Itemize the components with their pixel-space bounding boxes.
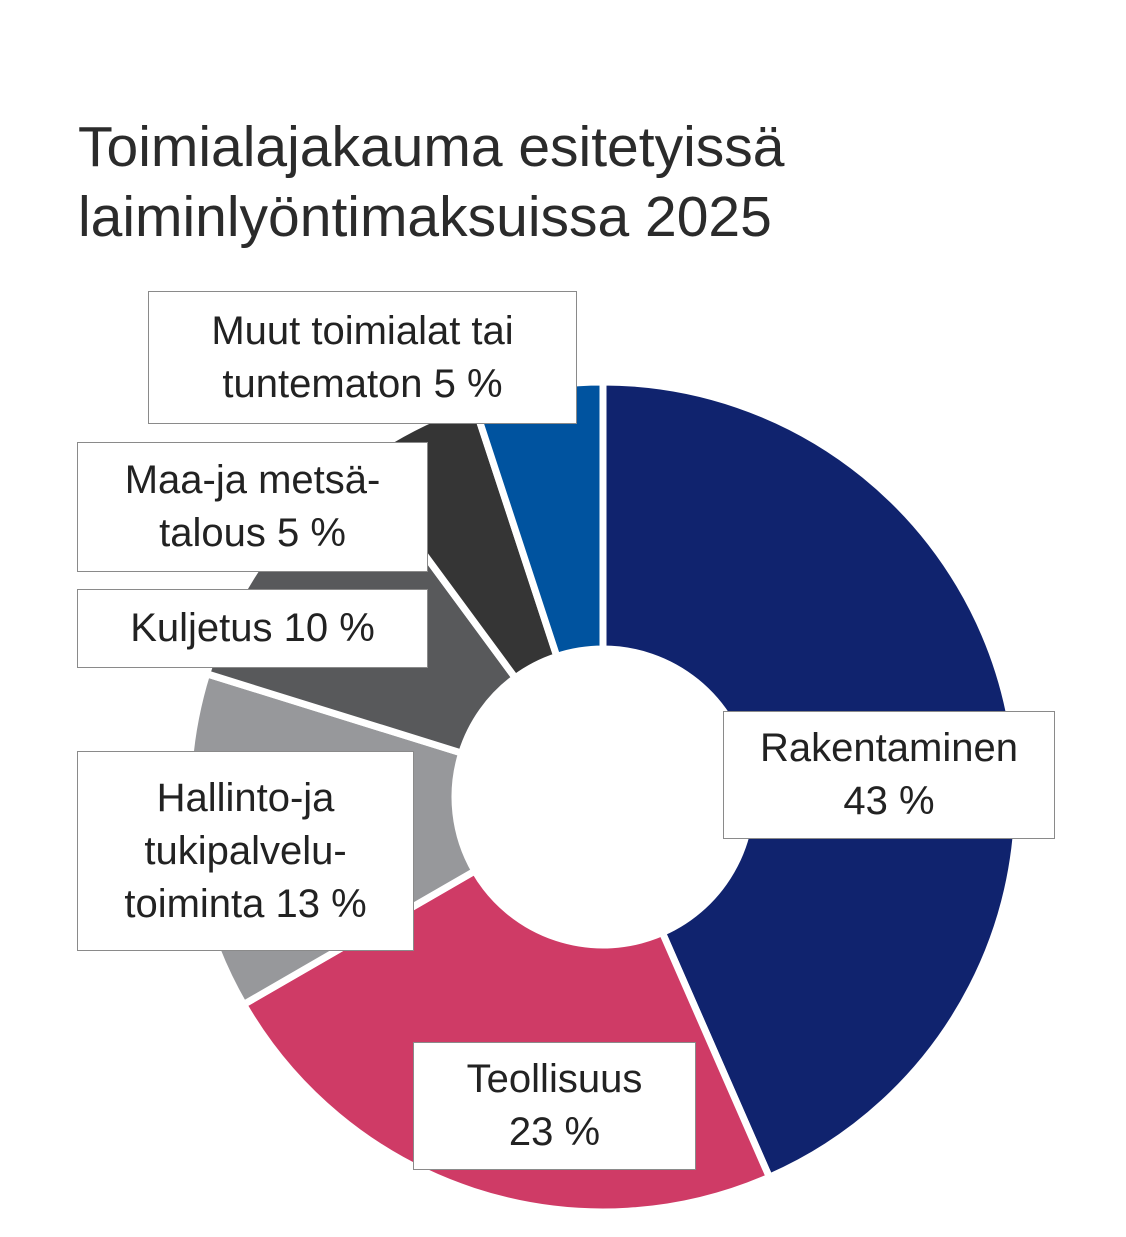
slice-label-rakentaminen: Rakentaminen 43 % (723, 711, 1055, 839)
slice-label-line: Hallinto-ja (156, 775, 335, 820)
slice-label-line: 23 % (508, 1110, 601, 1154)
slice-label-teollisuus: Teollisuus 23 % (413, 1042, 696, 1170)
slice-label-hallinto: Hallinto-ja tukipalvelu- toiminta 13 % (77, 751, 414, 951)
slice-label-line: Kuljetus 10 % (130, 606, 375, 650)
slice-label-maa-ja-metsatalous: Maa-ja metsä- talous 5 % (77, 442, 428, 572)
slice-label-line: toiminta 13 % (124, 881, 367, 926)
slice-label-muut-toimialat: Muut toimialat tai tuntematon 5 % (148, 291, 577, 424)
slice-label-line: Maa-ja metsä- (124, 458, 381, 502)
chart-title-line-2: laiminlyöntimaksuissa 2025 (78, 185, 772, 249)
slice-label-line: tukipalvelu- (144, 828, 347, 873)
slice-label-line: Rakentaminen (760, 726, 1018, 770)
slice-label-line: Teollisuus (466, 1057, 643, 1101)
slice-label-line: talous 5 % (159, 511, 346, 555)
chart-title-line-1: Toimialajakauma esitetyissä (78, 115, 785, 179)
slice-label-kuljetus: Kuljetus 10 % (77, 589, 428, 668)
chart-title: Toimialajakauma esitetyissä laiminlyönti… (78, 112, 978, 252)
slice-label-line: 43 % (843, 779, 935, 823)
slice-label-line: tuntematon 5 % (222, 361, 503, 406)
slice-label-line: Muut toimialat tai (211, 308, 514, 353)
